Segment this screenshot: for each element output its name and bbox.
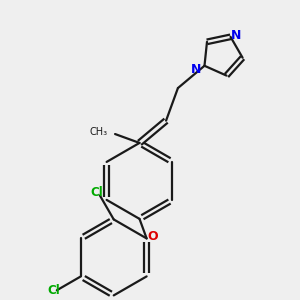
Text: N: N xyxy=(191,63,201,76)
Text: Cl: Cl xyxy=(47,284,60,297)
Text: O: O xyxy=(147,230,158,243)
Text: Cl: Cl xyxy=(90,186,103,199)
Text: CH₃: CH₃ xyxy=(90,128,108,137)
Text: N: N xyxy=(231,29,242,42)
